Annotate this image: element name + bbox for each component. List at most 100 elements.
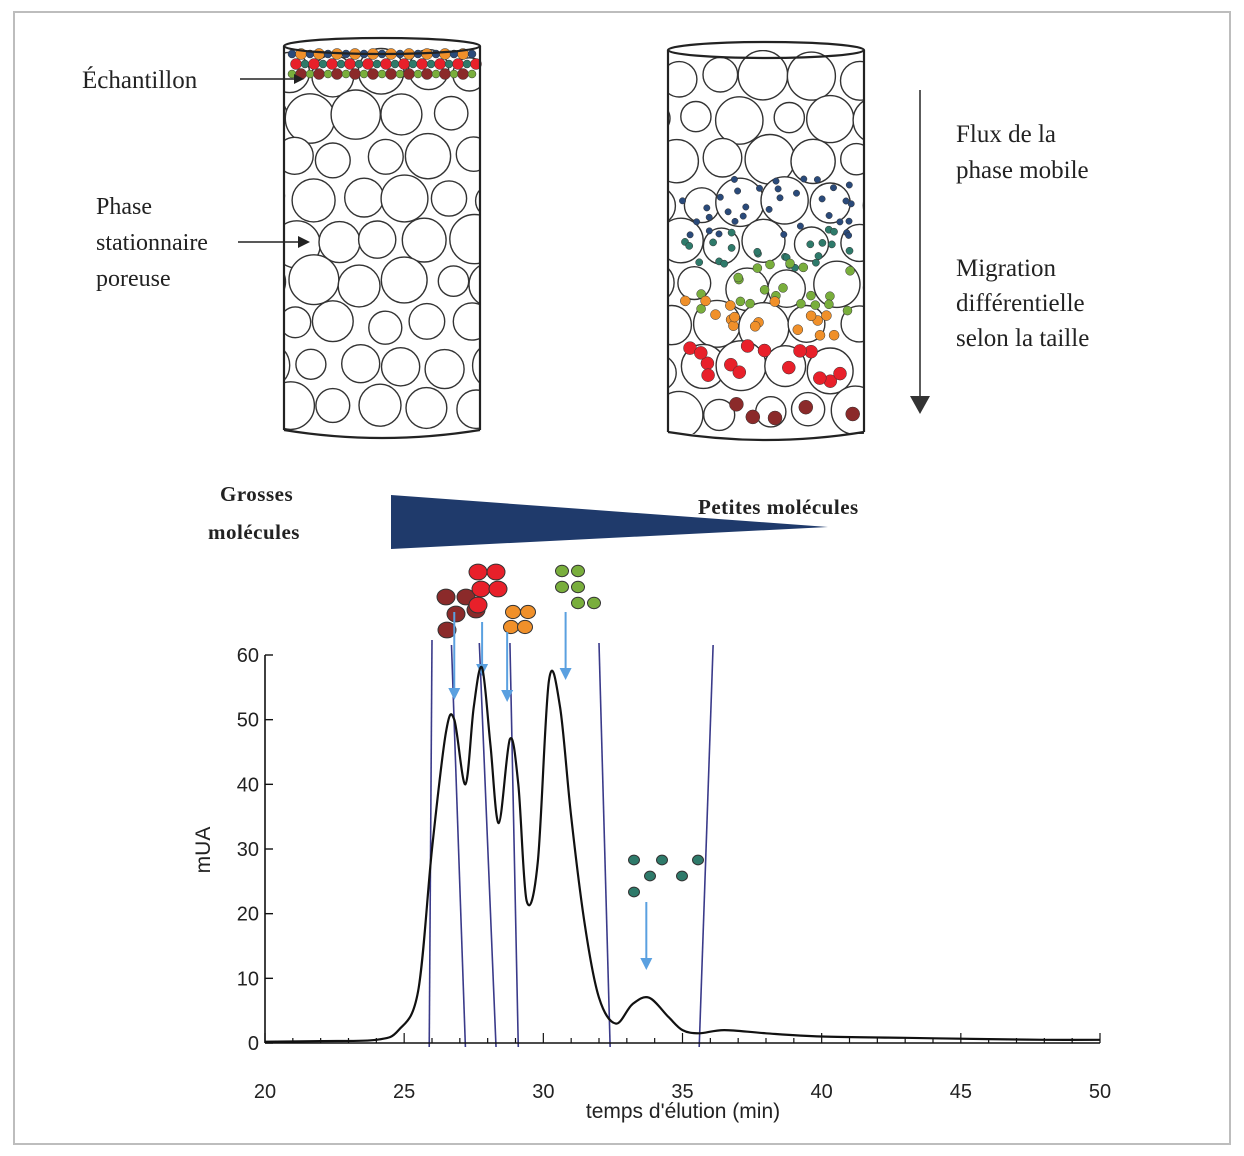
bead — [404, 132, 452, 180]
small-molecule — [818, 239, 827, 247]
bead — [232, 392, 267, 427]
medium-molecule — [785, 258, 795, 269]
medium-molecule — [792, 324, 804, 335]
medium-molecule — [725, 300, 736, 311]
bead — [408, 302, 446, 340]
sample-molecule — [341, 69, 351, 79]
medium-molecule — [806, 290, 816, 301]
figure-border — [13, 11, 1231, 1145]
x-tick-label: 40 — [811, 1081, 833, 1103]
bead — [337, 264, 381, 308]
bead — [455, 136, 480, 172]
medium-molecule — [700, 295, 711, 307]
bead — [668, 267, 675, 299]
medium-molecule-cluster — [503, 619, 519, 635]
y-tick-label: 30 — [237, 839, 259, 861]
sample-molecule — [323, 69, 333, 79]
bead — [231, 57, 263, 89]
bead — [703, 398, 736, 432]
small-molecule — [845, 231, 853, 239]
column-left — [221, 36, 482, 440]
medium-molecule — [765, 259, 775, 270]
bead — [839, 60, 864, 101]
small-molecule-cluster — [676, 870, 688, 882]
small-molecule — [800, 175, 808, 183]
x-tick-label: 50 — [1089, 1081, 1111, 1103]
bead — [314, 142, 351, 179]
small-molecule — [827, 240, 836, 249]
small-molecule — [845, 217, 853, 225]
migration-label-2: différentielle — [956, 290, 1085, 317]
small-molecule — [695, 258, 704, 267]
bead — [668, 60, 698, 98]
small-molecule — [753, 247, 762, 256]
sample-molecule — [380, 58, 392, 70]
x-axis-label: temps d'élution (min) — [586, 1100, 780, 1123]
sample-molecule — [323, 49, 333, 59]
fraction-line — [598, 642, 611, 1048]
bead — [452, 302, 480, 341]
medium-molecule-cluster — [571, 580, 585, 594]
medium-molecule-cluster — [587, 596, 601, 610]
medium-molecule-cluster — [571, 564, 585, 578]
large-molecule-cluster — [471, 580, 491, 598]
bead — [368, 310, 403, 345]
bead — [683, 187, 720, 224]
large-molecule — [732, 365, 747, 379]
column-right-bottom — [667, 430, 865, 442]
medium-molecule-cluster — [555, 564, 569, 578]
porous-beads-left — [221, 47, 480, 431]
sample-molecule — [349, 68, 361, 80]
bead — [611, 394, 642, 425]
medium-molecule — [680, 295, 691, 307]
small-molecule — [806, 240, 815, 249]
chart-axes: 0 10 20 30 40 50 60 20 25 30 35 40 45 50 — [237, 645, 1111, 1103]
bead — [863, 361, 864, 374]
large-molecule — [767, 410, 783, 426]
small-molecule — [709, 238, 717, 247]
bead — [668, 109, 671, 128]
bead — [424, 348, 465, 390]
medium-molecule — [733, 272, 743, 283]
sample-molecule — [403, 68, 415, 80]
bead — [311, 300, 354, 343]
bead — [862, 281, 864, 295]
y-tick-label: 0 — [248, 1033, 259, 1055]
bead — [702, 137, 743, 178]
large-molecule-cluster — [468, 563, 488, 581]
small-molecule — [813, 176, 821, 184]
sample-molecule — [413, 69, 423, 79]
medium-molecule — [810, 300, 821, 310]
large-molecule — [782, 360, 796, 375]
small-molecule — [727, 228, 736, 237]
medium-molecule — [805, 310, 817, 322]
bead — [741, 218, 786, 264]
sample-molecule — [398, 58, 410, 70]
small-molecule — [734, 187, 742, 195]
small-molecule — [818, 195, 826, 203]
sample-molecule — [290, 58, 302, 70]
bead — [221, 220, 268, 267]
bead — [668, 138, 700, 184]
x-tick-label: 45 — [950, 1081, 972, 1103]
sample-molecule — [318, 59, 328, 69]
medium-molecule — [796, 298, 806, 309]
bead — [341, 344, 381, 384]
bead — [449, 213, 480, 265]
bead — [668, 189, 677, 222]
small-molecule — [830, 184, 837, 192]
sample-molecule — [416, 58, 428, 70]
sample-molecule — [372, 59, 382, 69]
small-molecule — [793, 189, 800, 197]
small-molecule-cluster — [628, 854, 640, 866]
medium-molecule — [814, 330, 826, 341]
medium-molecule — [798, 262, 809, 273]
bead — [284, 381, 316, 431]
bead — [284, 104, 288, 126]
bead — [367, 138, 404, 175]
sample-molecule — [444, 59, 454, 69]
sample-molecule — [408, 59, 418, 69]
small-molecule — [756, 184, 763, 192]
sample-molecule — [431, 49, 441, 59]
medium-molecule — [845, 266, 855, 276]
